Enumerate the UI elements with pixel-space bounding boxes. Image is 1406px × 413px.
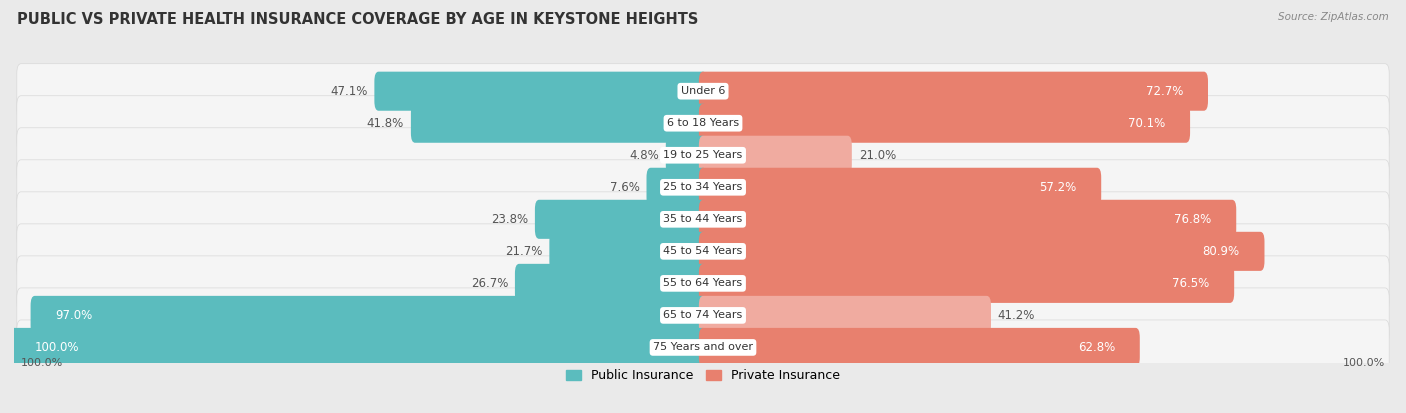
Text: 55 to 64 Years: 55 to 64 Years <box>664 278 742 288</box>
Text: Under 6: Under 6 <box>681 86 725 96</box>
Legend: Public Insurance, Private Insurance: Public Insurance, Private Insurance <box>567 369 839 382</box>
Text: 76.8%: 76.8% <box>1174 213 1212 226</box>
FancyBboxPatch shape <box>647 168 707 207</box>
Text: 65 to 74 Years: 65 to 74 Years <box>664 311 742 320</box>
Text: 21.7%: 21.7% <box>505 245 543 258</box>
Text: 80.9%: 80.9% <box>1202 245 1240 258</box>
Text: 7.6%: 7.6% <box>610 181 640 194</box>
Text: 100.0%: 100.0% <box>35 341 79 354</box>
Text: 57.2%: 57.2% <box>1039 181 1077 194</box>
FancyBboxPatch shape <box>17 256 1389 311</box>
Text: 41.8%: 41.8% <box>367 117 404 130</box>
FancyBboxPatch shape <box>17 288 1389 343</box>
FancyBboxPatch shape <box>17 128 1389 183</box>
Text: 26.7%: 26.7% <box>471 277 508 290</box>
Text: 4.8%: 4.8% <box>628 149 659 162</box>
Text: 76.5%: 76.5% <box>1173 277 1209 290</box>
Text: 62.8%: 62.8% <box>1078 341 1115 354</box>
FancyBboxPatch shape <box>699 232 1264 271</box>
Text: 41.2%: 41.2% <box>998 309 1035 322</box>
Text: Source: ZipAtlas.com: Source: ZipAtlas.com <box>1278 12 1389 22</box>
FancyBboxPatch shape <box>534 200 707 239</box>
Text: 70.1%: 70.1% <box>1128 117 1166 130</box>
Text: 19 to 25 Years: 19 to 25 Years <box>664 150 742 160</box>
Text: 6 to 18 Years: 6 to 18 Years <box>666 118 740 128</box>
Text: 75 Years and over: 75 Years and over <box>652 342 754 352</box>
FancyBboxPatch shape <box>17 224 1389 279</box>
FancyBboxPatch shape <box>17 96 1389 151</box>
FancyBboxPatch shape <box>17 192 1389 247</box>
Text: 72.7%: 72.7% <box>1146 85 1184 98</box>
FancyBboxPatch shape <box>515 264 707 303</box>
Text: 47.1%: 47.1% <box>330 85 367 98</box>
Text: 23.8%: 23.8% <box>491 213 529 226</box>
FancyBboxPatch shape <box>699 136 852 175</box>
FancyBboxPatch shape <box>699 328 1140 367</box>
FancyBboxPatch shape <box>17 160 1389 215</box>
FancyBboxPatch shape <box>699 168 1101 207</box>
Text: 21.0%: 21.0% <box>859 149 896 162</box>
FancyBboxPatch shape <box>17 320 1389 375</box>
Text: 25 to 34 Years: 25 to 34 Years <box>664 182 742 192</box>
FancyBboxPatch shape <box>699 72 1208 111</box>
FancyBboxPatch shape <box>17 64 1389 119</box>
Text: 100.0%: 100.0% <box>1343 358 1385 368</box>
FancyBboxPatch shape <box>374 72 707 111</box>
Text: 100.0%: 100.0% <box>21 358 63 368</box>
FancyBboxPatch shape <box>550 232 707 271</box>
FancyBboxPatch shape <box>699 296 991 335</box>
FancyBboxPatch shape <box>10 328 707 367</box>
Text: PUBLIC VS PRIVATE HEALTH INSURANCE COVERAGE BY AGE IN KEYSTONE HEIGHTS: PUBLIC VS PRIVATE HEALTH INSURANCE COVER… <box>17 12 699 27</box>
FancyBboxPatch shape <box>699 264 1234 303</box>
FancyBboxPatch shape <box>411 104 707 143</box>
Text: 97.0%: 97.0% <box>55 309 93 322</box>
FancyBboxPatch shape <box>31 296 707 335</box>
FancyBboxPatch shape <box>699 200 1236 239</box>
FancyBboxPatch shape <box>666 136 707 175</box>
FancyBboxPatch shape <box>699 104 1189 143</box>
Text: 45 to 54 Years: 45 to 54 Years <box>664 246 742 256</box>
Text: 35 to 44 Years: 35 to 44 Years <box>664 214 742 224</box>
